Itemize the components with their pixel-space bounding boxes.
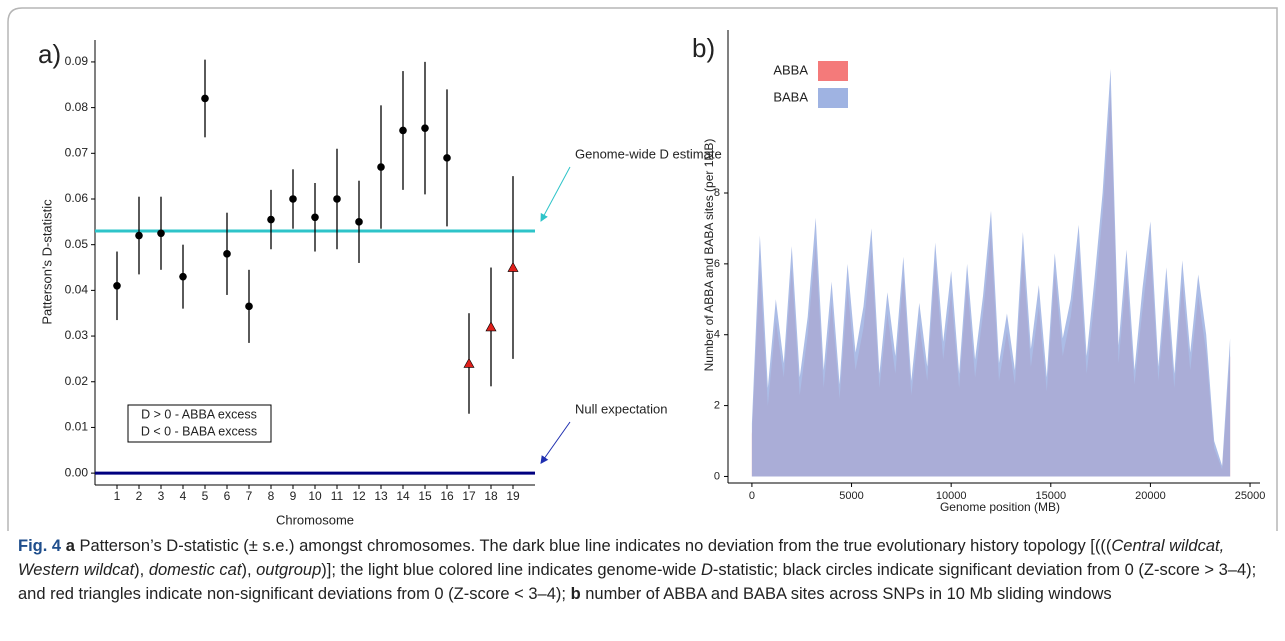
annotation-arrow — [540, 421, 571, 464]
caption-text: ), — [134, 561, 149, 579]
x-tick-label: 12 — [352, 489, 366, 503]
x-tick-label: 10000 — [936, 490, 967, 502]
caption-text: outgroup — [256, 561, 322, 579]
point — [223, 250, 231, 258]
point — [289, 195, 297, 203]
point — [399, 126, 407, 135]
panel-label: b) — [692, 33, 715, 63]
legend-label: BABA — [773, 89, 808, 104]
point — [355, 218, 363, 226]
y-axis-label: Number of ABBA and BABA sites (per 1MB) — [702, 139, 716, 372]
y-tick-label: 0.00 — [65, 465, 89, 479]
y-tick-label: 0.02 — [65, 374, 89, 388]
x-tick-label: 2 — [136, 489, 143, 503]
y-tick-label: 0.07 — [65, 145, 89, 159]
caption-text: Patterson’s D-statistic (± s.e.) amongst… — [74, 537, 1112, 555]
area — [751, 68, 1231, 477]
caption-text: number of ABBA and BABA sites across SNP… — [580, 585, 1112, 603]
caption-text: -statistic; black circles indicate signi… — [18, 561, 1261, 603]
caption-text: Fig. 4 — [18, 537, 62, 555]
point — [443, 154, 451, 162]
y-tick-label: 0.03 — [65, 328, 89, 342]
x-tick-label: 13 — [374, 489, 388, 503]
panel-label: a) — [38, 39, 61, 69]
y-tick-label: 0.04 — [65, 283, 89, 297]
annotation: Null expectation — [575, 401, 668, 416]
x-tick-label: 6 — [224, 489, 231, 503]
legend-text: D > 0 - ABBA excess — [141, 407, 257, 421]
caption-text: Central wildcat, Western wildcat — [18, 537, 1229, 579]
y-tick-label: 0 — [714, 470, 720, 482]
x-tick-label: 25000 — [1235, 490, 1266, 502]
figure: a) 0.00 0.01 0.02 0.03 0.04 0.05 0.06 0.07 0.08 0.… — [7, 7, 1278, 531]
point — [157, 229, 165, 238]
x-tick-label: 4 — [180, 489, 187, 503]
annotation-arrow — [540, 166, 571, 222]
y-tick-label: 0.09 — [65, 54, 89, 68]
y-tick-label: 0.05 — [65, 237, 89, 251]
legend-box — [127, 404, 272, 443]
point — [245, 302, 253, 311]
x-tick-label: 15000 — [1035, 490, 1066, 502]
caption-text: b — [570, 585, 581, 603]
x-tick-label: 10 — [308, 489, 322, 503]
x-tick-label: 14 — [396, 489, 410, 503]
y-tick-label: 6 — [714, 258, 720, 270]
point — [333, 195, 341, 203]
caption: Fig. 4 a Patterson’s D-statistic (± s.e.… — [18, 534, 1273, 606]
x-tick-label: 9 — [290, 489, 297, 503]
legend-swatch — [818, 88, 848, 108]
x-tick-label: 3 — [158, 489, 165, 503]
y-tick-label: 2 — [714, 399, 720, 411]
y-tick-label: 0.06 — [65, 191, 89, 205]
figure-border — [7, 7, 1278, 531]
x-tick-label: 1 — [114, 489, 121, 503]
y-axis-label: Patterson's D-statistic — [39, 199, 54, 325]
legend-text: D < 0 - BABA excess — [141, 424, 257, 438]
x-tick-label: 15 — [418, 489, 432, 503]
legend-label: ABBA — [773, 62, 808, 77]
x-axis-label: Chromosome — [276, 512, 354, 527]
caption-text: D — [700, 561, 713, 579]
annotation: Genome-wide D estimate — [575, 146, 722, 161]
point — [485, 321, 497, 332]
point — [267, 215, 275, 224]
point — [179, 272, 187, 281]
x-tick-label: 8 — [268, 489, 275, 503]
x-axis-label: Genome position (MB) — [940, 500, 1060, 514]
caption-text: domestic cat — [148, 561, 242, 579]
caption-text: a — [65, 537, 75, 555]
x-tick-label: 7 — [246, 489, 253, 503]
legend-swatch — [818, 61, 848, 81]
point — [201, 94, 209, 103]
y-tick-label: 0.08 — [65, 100, 89, 114]
point — [311, 213, 319, 222]
x-tick-label: 20000 — [1135, 490, 1166, 502]
x-tick-label: 16 — [440, 489, 454, 503]
y-tick-label: 8 — [714, 187, 720, 199]
point — [421, 124, 429, 132]
caption-text: )]; the light blue colored line indicate… — [321, 561, 701, 579]
x-tick-label: 0 — [749, 490, 755, 502]
x-tick-label: 17 — [462, 489, 476, 503]
point — [135, 231, 143, 240]
y-tick-label: 0.01 — [65, 420, 89, 434]
x-tick-label: 18 — [484, 489, 498, 503]
point — [463, 357, 475, 368]
x-tick-label: 19 — [506, 489, 520, 503]
x-tick-label: 11 — [331, 489, 344, 503]
x-tick-label: 5000 — [839, 490, 863, 502]
point — [377, 163, 385, 171]
point — [507, 261, 519, 272]
y-tick-label: 4 — [714, 329, 720, 341]
caption-text: ), — [241, 561, 257, 579]
x-tick-label: 5 — [202, 489, 209, 503]
point — [113, 282, 121, 290]
